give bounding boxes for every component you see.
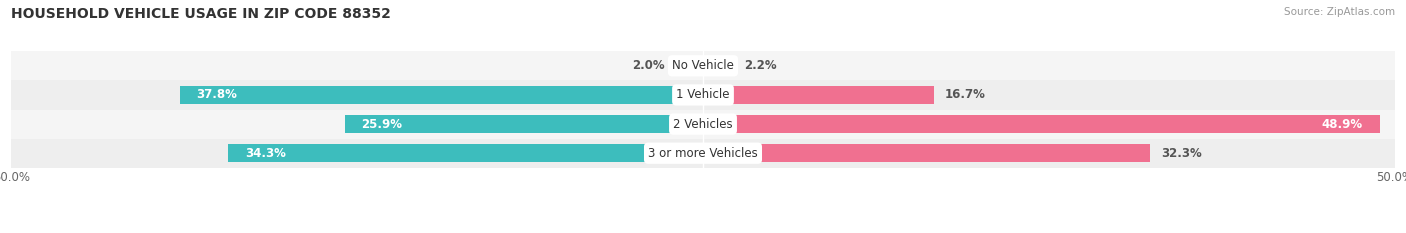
Bar (703, 57, 734, 75)
Text: 2.2%: 2.2% (745, 59, 778, 72)
Text: 2.0%: 2.0% (631, 59, 664, 72)
Bar (675, 57, 703, 75)
Text: 1 Vehicle: 1 Vehicle (676, 89, 730, 101)
Bar (11, 139, 1395, 168)
Text: No Vehicle: No Vehicle (672, 59, 734, 72)
Text: 3 or more Vehicles: 3 or more Vehicles (648, 147, 758, 160)
Bar (703, 115, 1379, 133)
Text: 48.9%: 48.9% (1322, 118, 1362, 130)
Bar (703, 86, 934, 104)
Bar (228, 144, 703, 162)
Text: 34.3%: 34.3% (245, 147, 285, 160)
Text: 37.8%: 37.8% (197, 89, 238, 101)
Bar (11, 110, 1395, 139)
Text: HOUSEHOLD VEHICLE USAGE IN ZIP CODE 88352: HOUSEHOLD VEHICLE USAGE IN ZIP CODE 8835… (11, 7, 391, 21)
Bar (180, 86, 703, 104)
Text: Source: ZipAtlas.com: Source: ZipAtlas.com (1284, 7, 1395, 17)
Bar (11, 51, 1395, 80)
Text: 2 Vehicles: 2 Vehicles (673, 118, 733, 130)
Bar (11, 80, 1395, 110)
Text: 32.3%: 32.3% (1161, 147, 1202, 160)
Text: 16.7%: 16.7% (945, 89, 986, 101)
Text: 25.9%: 25.9% (361, 118, 402, 130)
Bar (703, 144, 1150, 162)
Bar (344, 115, 703, 133)
